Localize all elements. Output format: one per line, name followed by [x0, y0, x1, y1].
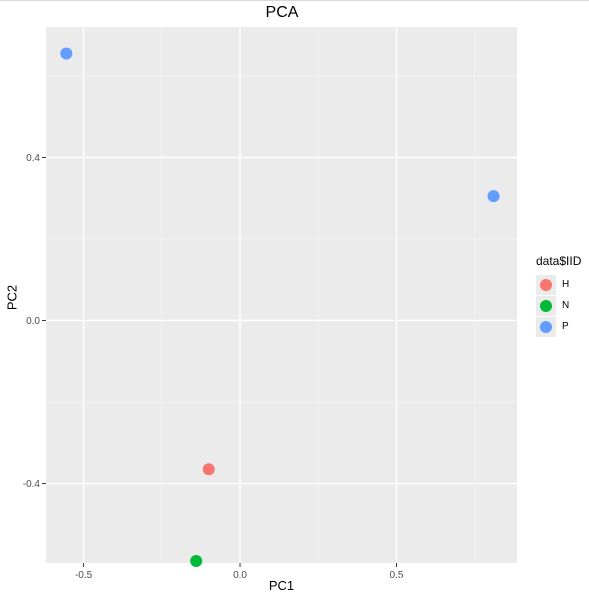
legend-label-p: P — [562, 321, 569, 332]
legend-item-h: H — [536, 274, 581, 295]
x-tick-label: -0.5 — [75, 570, 93, 581]
top-border — [0, 0, 589, 1]
legend-item-p: P — [536, 316, 581, 337]
legend-label-h: H — [562, 279, 570, 290]
legend-swatch-n — [540, 299, 552, 312]
legend-key-p — [536, 316, 556, 337]
data-point-p — [487, 190, 500, 203]
legend-title: data$IID — [536, 254, 582, 268]
y-axis-label: PC2 — [4, 284, 20, 311]
x-tick-label: 0.0 — [233, 570, 247, 581]
legend-item-n: N — [536, 295, 581, 316]
y-tick-label: -0.4 — [23, 479, 41, 490]
y-tick-label: 0.4 — [26, 153, 40, 164]
watermark-text: https://blog.csdn.net/coolsen133 — [359, 574, 581, 591]
legend-key-n — [536, 295, 556, 316]
legend-label-n: N — [562, 300, 570, 311]
x-tick-label: 0.5 — [390, 570, 404, 581]
plot-panel — [46, 27, 517, 563]
legend: data$IID H N P — [536, 254, 581, 337]
chart-title: PCA — [265, 4, 299, 21]
y-tick-label: 0.0 — [26, 316, 40, 327]
legend-key-h — [536, 274, 556, 295]
x-axis-label: PC1 — [268, 578, 295, 593]
data-point-n — [190, 554, 203, 567]
legend-swatch-p — [540, 320, 552, 333]
data-point-p — [60, 47, 73, 60]
legend-swatch-h — [540, 278, 552, 291]
data-point-h — [202, 463, 215, 476]
